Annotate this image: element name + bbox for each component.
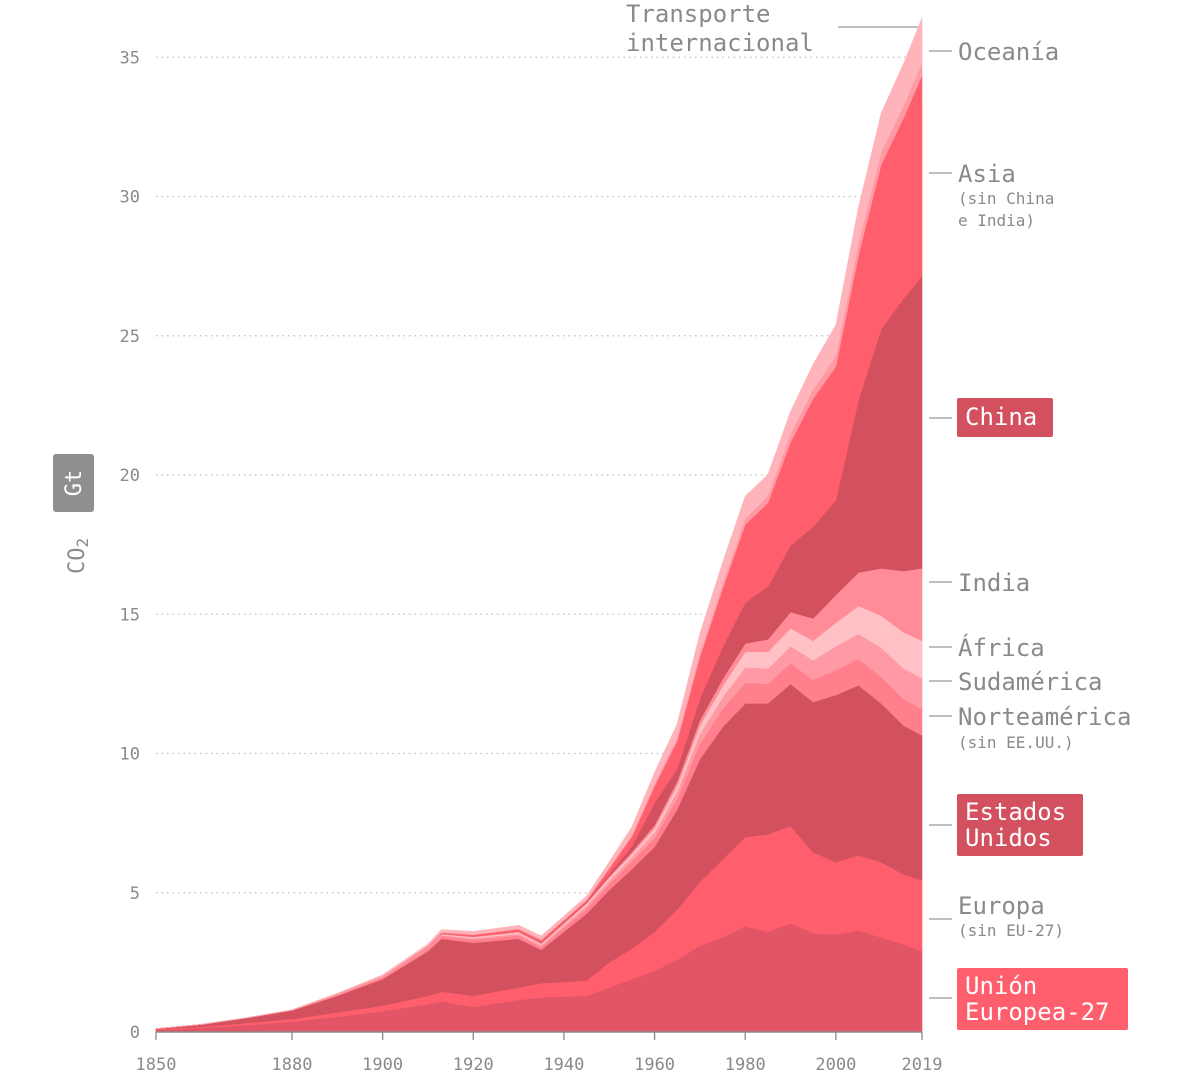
label-sudamerica: Sudamérica [958, 668, 1103, 696]
label-asia: Asia [958, 160, 1016, 188]
x-tick-1960: 1960 [634, 1055, 675, 1075]
x-tick-2000: 2000 [815, 1055, 856, 1075]
x-tick-2019: 2019 [902, 1055, 943, 1075]
series-labels: Transporte internacional Oceanía Asia (s… [626, 0, 1131, 1030]
label-norteamerica-sub: (sin EE.UU.) [958, 733, 1074, 752]
y-axis-label: Gt CO2 [53, 454, 94, 574]
x-tick-1980: 1980 [725, 1055, 766, 1075]
label-oceania: Oceanía [958, 38, 1059, 66]
label-ue27-line1: Unión [965, 972, 1037, 1000]
label-europa: Europa [958, 892, 1045, 920]
area-transporte-internacional [155, 17, 923, 1029]
eeuu-badge [957, 794, 1083, 856]
x-tick-1940: 1940 [543, 1055, 584, 1075]
label-asia-sub2: e India) [958, 211, 1035, 230]
y-tick-30: 30 [120, 188, 140, 208]
y-tick-5: 5 [130, 884, 140, 904]
unit-label: Gt [62, 470, 87, 497]
y-tick-35: 35 [120, 48, 140, 68]
ue27-badge [957, 968, 1128, 1030]
y-tick-25: 25 [120, 327, 140, 347]
label-transporte-line2: internacional [626, 29, 814, 57]
x-tick-1920: 1920 [453, 1055, 494, 1075]
label-ue27-line2: Europea-27 [965, 998, 1110, 1026]
y-tick-15: 15 [120, 605, 140, 625]
x-tick-1850: 1850 [136, 1055, 177, 1075]
y-tick-0: 0 [130, 1023, 140, 1043]
co2-label: CO2 [65, 538, 92, 574]
x-tick-1900: 1900 [362, 1055, 403, 1075]
label-china: China [965, 403, 1037, 431]
label-transporte-line1: Transporte [626, 0, 771, 28]
label-india: India [958, 569, 1030, 597]
area-series [155, 17, 923, 1033]
y-tick-20: 20 [120, 466, 140, 486]
label-africa: África [958, 633, 1045, 662]
axes: 0 5 10 15 20 25 30 35 1850 1880 1900 1920 1940 1960 19… [120, 48, 943, 1075]
x-tick-1880: 1880 [271, 1055, 312, 1075]
label-eeuu-line2: Unidos [965, 824, 1052, 852]
label-eeuu-line1: Estados [965, 798, 1066, 826]
y-tick-10: 10 [120, 745, 140, 765]
label-europa-sub: (sin EU-27) [958, 921, 1064, 940]
unit-badge [53, 454, 94, 512]
label-norteamerica: Norteamérica [958, 703, 1131, 731]
label-asia-sub1: (sin China [958, 189, 1054, 208]
china-badge [957, 398, 1053, 437]
